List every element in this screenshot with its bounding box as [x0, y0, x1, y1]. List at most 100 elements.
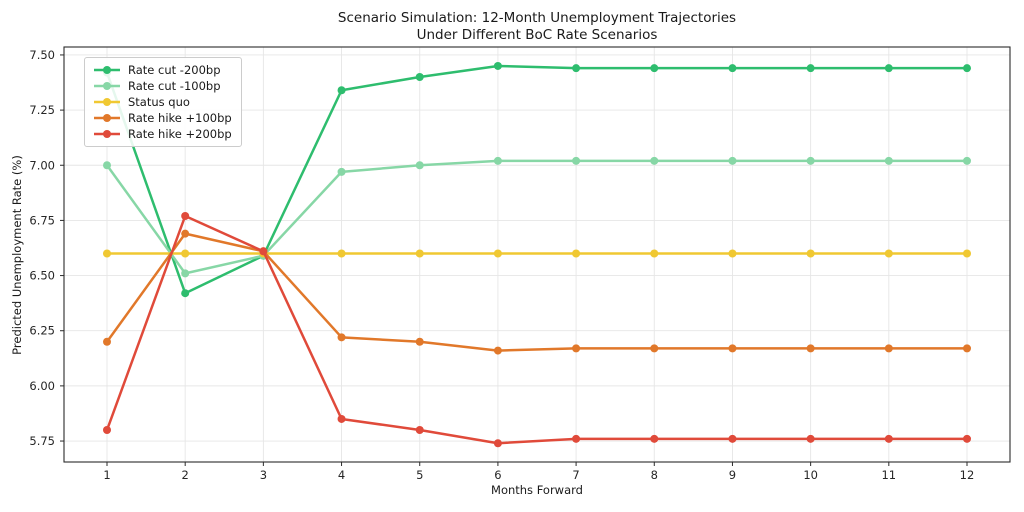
data-point [572, 249, 581, 258]
data-point [650, 156, 659, 165]
data-point [572, 434, 581, 443]
data-point [728, 434, 737, 443]
x-tick-label: 1 [103, 468, 110, 482]
data-point [650, 434, 659, 443]
data-point [572, 64, 581, 73]
data-point [884, 156, 893, 165]
data-point [337, 86, 346, 95]
data-point [806, 249, 815, 258]
data-point [181, 229, 190, 238]
data-point [103, 249, 111, 258]
series-line-1 [105, 159, 969, 275]
x-tick-label: 4 [338, 468, 345, 482]
y-tick-label: 6.00 [29, 379, 55, 393]
data-point [103, 161, 111, 170]
y-axis-label: Predicted Unemployment Rate (%) [10, 155, 24, 355]
data-point [337, 414, 346, 423]
x-tick-label: 12 [960, 468, 975, 482]
data-point [963, 344, 971, 353]
data-point [728, 64, 737, 73]
data-point [728, 344, 737, 353]
y-tick-label: 7.25 [29, 103, 55, 117]
data-point [806, 156, 815, 165]
data-point [337, 249, 346, 258]
series-line-4 [105, 214, 969, 445]
data-point [884, 344, 893, 353]
data-point [493, 156, 502, 165]
data-point [806, 344, 815, 353]
x-tick-label: 11 [881, 468, 896, 482]
legend-marker-icon [94, 98, 120, 106]
legend-marker-icon [94, 66, 120, 74]
legend-item-2: Status quo [92, 94, 232, 110]
x-tick-label: 7 [572, 468, 579, 482]
data-point [728, 156, 737, 165]
data-point [493, 249, 502, 258]
data-point [650, 344, 659, 353]
legend-item-1: Rate cut -100bp [92, 78, 232, 94]
legend-label: Rate hike +200bp [128, 127, 232, 141]
data-point [415, 161, 424, 170]
data-point [415, 249, 424, 258]
y-tick-label: 7.00 [29, 158, 55, 172]
data-point [884, 249, 893, 258]
data-point [963, 156, 971, 165]
legend-item-0: Rate cut -200bp [92, 62, 232, 78]
y-tick-label: 6.75 [29, 213, 55, 227]
y-tick-label: 6.50 [29, 269, 55, 283]
data-point [572, 156, 581, 165]
x-axis-label: Months Forward [491, 483, 583, 497]
data-point [806, 64, 815, 73]
y-tick-label: 5.75 [29, 434, 55, 448]
data-point [103, 337, 111, 346]
data-point [181, 249, 190, 258]
legend-marker-icon [94, 130, 120, 138]
x-tick-label: 10 [803, 468, 818, 482]
chart-title-line1: Scenario Simulation: 12-Month Unemployme… [337, 10, 737, 26]
y-tick-label: 7.50 [29, 48, 55, 62]
data-point [493, 346, 502, 355]
data-point [650, 249, 659, 258]
data-point [728, 249, 737, 258]
data-point [806, 434, 815, 443]
x-tick-label: 6 [494, 468, 501, 482]
y-tick-label: 6.25 [29, 324, 55, 338]
legend-label: Rate cut -200bp [128, 63, 221, 77]
legend-label: Rate cut -100bp [128, 79, 221, 93]
series-line-3 [105, 232, 969, 352]
legend-label: Rate hike +100bp [128, 111, 232, 125]
x-tick-label: 5 [416, 468, 423, 482]
data-point [259, 247, 268, 256]
data-point [415, 426, 424, 435]
data-point [884, 64, 893, 73]
data-point [415, 73, 424, 82]
legend-item-4: Rate hike +200bp [92, 126, 232, 142]
data-point [963, 434, 971, 443]
data-point [181, 212, 190, 221]
data-point [493, 439, 502, 448]
data-point [493, 61, 502, 70]
x-tick-label: 2 [182, 468, 189, 482]
legend-label: Status quo [128, 95, 190, 109]
data-point [963, 64, 971, 73]
data-point [650, 64, 659, 73]
data-point [181, 289, 190, 298]
legend-marker-icon [94, 82, 120, 90]
data-point [337, 167, 346, 176]
data-point [572, 344, 581, 353]
legend-marker-icon [94, 114, 120, 122]
data-point [415, 337, 424, 346]
x-tick-label: 9 [729, 468, 736, 482]
axes-frame [63, 46, 1011, 463]
chart-title-line2: Under Different BoC Rate Scenarios [416, 27, 658, 43]
data-point [103, 426, 111, 435]
legend: Rate cut -200bp Rate cut -100bp Status quo… [84, 57, 242, 147]
data-point [181, 269, 190, 278]
series-line-0 [105, 64, 969, 295]
x-tick-label: 3 [260, 468, 267, 482]
data-point [963, 249, 971, 258]
data-point [337, 333, 346, 342]
data-point [884, 434, 893, 443]
